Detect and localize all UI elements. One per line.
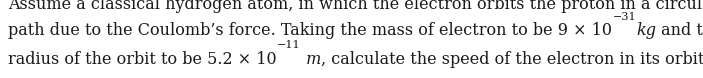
Text: m: m <box>301 51 321 68</box>
Text: radius of the orbit to be 5.2 × 10: radius of the orbit to be 5.2 × 10 <box>8 51 277 68</box>
Text: path due to the Coulomb’s force. Taking the mass of electron to be 9 × 10: path due to the Coulomb’s force. Taking … <box>8 22 612 39</box>
Text: Assume a classical hydrogen atom, in which the electron orbits the proton in a c: Assume a classical hydrogen atom, in whi… <box>8 0 703 13</box>
Text: , calculate the speed of the electron in its orbit. (: , calculate the speed of the electron in… <box>321 51 703 68</box>
Text: kg: kg <box>636 22 656 39</box>
Text: and the: and the <box>656 22 703 39</box>
Text: −31: −31 <box>612 11 636 22</box>
Text: −11: −11 <box>277 40 301 50</box>
